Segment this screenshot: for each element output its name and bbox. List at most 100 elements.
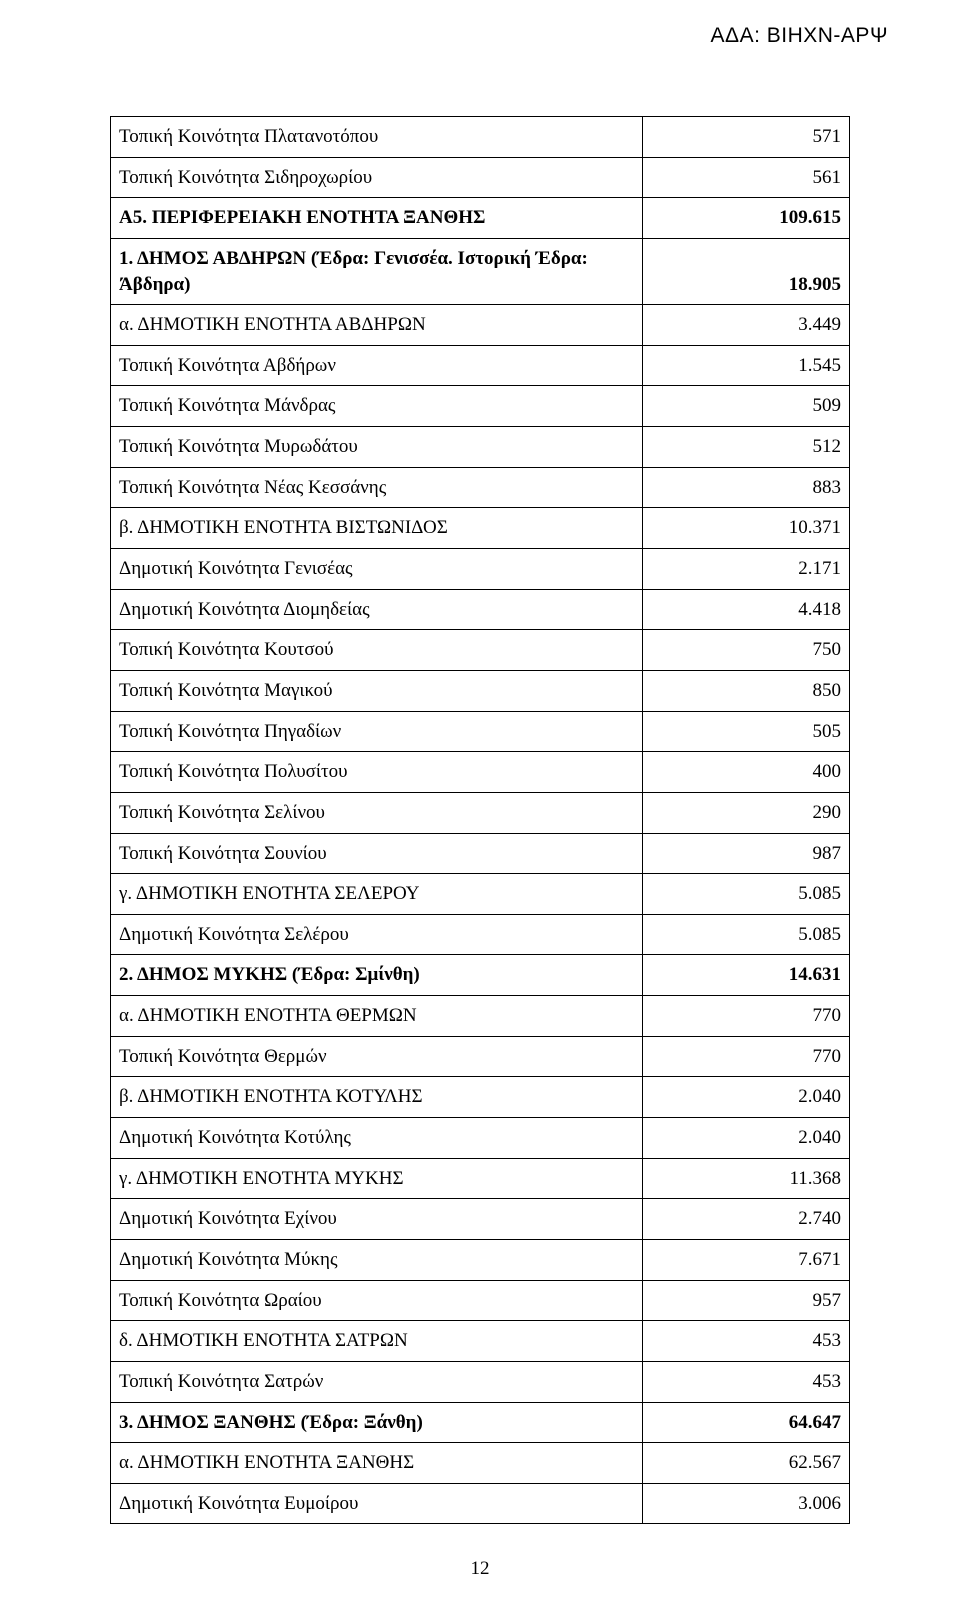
table-row: α. ΔΗΜΟΤΙΚΗ ΕΝΟΤΗΤΑ ΘΕΡΜΩΝ770	[111, 996, 850, 1037]
row-value: 770	[643, 996, 850, 1037]
row-label: Τοπική Κοινότητα Πηγαδίων	[111, 711, 643, 752]
table-row: Τοπική Κοινότητα Μαγικού850	[111, 670, 850, 711]
table-row: Δημοτική Κοινότητα Εχίνου2.740	[111, 1199, 850, 1240]
row-value: 1.545	[643, 345, 850, 386]
population-table: Τοπική Κοινότητα Πλατανοτόπου571Τοπική Κ…	[110, 116, 850, 1524]
row-label: Τοπική Κοινότητα Σιδηροχωρίου	[111, 157, 643, 198]
row-value: 505	[643, 711, 850, 752]
table-row: Τοπική Κοινότητα Σατρών453	[111, 1361, 850, 1402]
table-row: Τοπική Κοινότητα Μάνδρας509	[111, 386, 850, 427]
table-row: Δημοτική Κοινότητα Σελέρου5.085	[111, 914, 850, 955]
table-row: Τοπική Κοινότητα Πηγαδίων505	[111, 711, 850, 752]
row-label: Τοπική Κοινότητα Ωραίου	[111, 1280, 643, 1321]
row-value: 18.905	[643, 238, 850, 304]
row-label: β. ΔΗΜΟΤΙΚΗ ΕΝΟΤΗΤΑ ΒΙΣΤΩΝΙΔΟΣ	[111, 508, 643, 549]
row-label: Δημοτική Κοινότητα Εχίνου	[111, 1199, 643, 1240]
row-label: δ. ΔΗΜΟΤΙΚΗ ΕΝΟΤΗΤΑ ΣΑΤΡΩΝ	[111, 1321, 643, 1362]
table-row: δ. ΔΗΜΟΤΙΚΗ ΕΝΟΤΗΤΑ ΣΑΤΡΩΝ453	[111, 1321, 850, 1362]
row-value: 7.671	[643, 1239, 850, 1280]
row-value: 850	[643, 670, 850, 711]
table-row: Τοπική Κοινότητα Μυρωδάτου512	[111, 427, 850, 468]
table-row: 1. ΔΗΜΟΣ ΑΒΔΗΡΩΝ (Έδρα: Γενισσέα. Ιστορι…	[111, 238, 850, 304]
table-row: Δημοτική Κοινότητα Ευμοίρου3.006	[111, 1483, 850, 1524]
row-value: 750	[643, 630, 850, 671]
row-value: 290	[643, 792, 850, 833]
row-value: 3.006	[643, 1483, 850, 1524]
row-label: Δημοτική Κοινότητα Κοτύλης	[111, 1118, 643, 1159]
row-value: 987	[643, 833, 850, 874]
document-page: ΑΔΑ: ΒΙΗΧΝ-ΑΡΨ Τοπική Κοινότητα Πλατανοτ…	[0, 0, 960, 1620]
row-label: Τοπική Κοινότητα Θερμών	[111, 1036, 643, 1077]
row-value: 2.040	[643, 1077, 850, 1118]
row-label: Δημοτική Κοινότητα Γενισέας	[111, 549, 643, 590]
table-row: β. ΔΗΜΟΤΙΚΗ ΕΝΟΤΗΤΑ ΒΙΣΤΩΝΙΔΟΣ10.371	[111, 508, 850, 549]
row-value: 957	[643, 1280, 850, 1321]
table-row: α. ΔΗΜΟΤΙΚΗ ΕΝΟΤΗΤΑ ΑΒΔΗΡΩΝ3.449	[111, 305, 850, 346]
row-label: Τοπική Κοινότητα Πλατανοτόπου	[111, 117, 643, 158]
row-label: α. ΔΗΜΟΤΙΚΗ ΕΝΟΤΗΤΑ ΘΕΡΜΩΝ	[111, 996, 643, 1037]
row-value: 2.740	[643, 1199, 850, 1240]
table-row: Τοπική Κοινότητα Σελίνου290	[111, 792, 850, 833]
row-label: Τοπική Κοινότητα Πολυσίτου	[111, 752, 643, 793]
table-row: Τοπική Κοινότητα Σιδηροχωρίου561	[111, 157, 850, 198]
row-label: Τοπική Κοινότητα Σατρών	[111, 1361, 643, 1402]
row-label: Α5. ΠΕΡΙΦΕΡΕΙΑΚΗ ΕΝΟΤΗΤΑ ΞΑΝΘΗΣ	[111, 198, 643, 239]
page-number: 12	[110, 1558, 850, 1580]
table-row: Τοπική Κοινότητα Πλατανοτόπου571	[111, 117, 850, 158]
row-value: 62.567	[643, 1443, 850, 1484]
row-value: 11.368	[643, 1158, 850, 1199]
table-row: γ. ΔΗΜΟΤΙΚΗ ΕΝΟΤΗΤΑ ΜΥΚΗΣ11.368	[111, 1158, 850, 1199]
row-value: 5.085	[643, 914, 850, 955]
row-label: 2. ΔΗΜΟΣ ΜΥΚΗΣ (Έδρα: Σμίνθη)	[111, 955, 643, 996]
row-label: Τοπική Κοινότητα Κουτσού	[111, 630, 643, 671]
row-label: Τοπική Κοινότητα Μαγικού	[111, 670, 643, 711]
row-value: 453	[643, 1361, 850, 1402]
table-row: 3. ΔΗΜΟΣ ΞΑΝΘΗΣ (Έδρα: Ξάνθη)64.647	[111, 1402, 850, 1443]
table-row: Δημοτική Κοινότητα Μύκης7.671	[111, 1239, 850, 1280]
table-row: Δημοτική Κοινότητα Διομηδείας4.418	[111, 589, 850, 630]
row-label: Τοπική Κοινότητα Αβδήρων	[111, 345, 643, 386]
row-label: 1. ΔΗΜΟΣ ΑΒΔΗΡΩΝ (Έδρα: Γενισσέα. Ιστορι…	[111, 238, 643, 304]
table-row: Δημοτική Κοινότητα Κοτύλης2.040	[111, 1118, 850, 1159]
row-value: 400	[643, 752, 850, 793]
row-label: Τοπική Κοινότητα Μάνδρας	[111, 386, 643, 427]
table-row: α. ΔΗΜΟΤΙΚΗ ΕΝΟΤΗΤΑ ΞΑΝΘΗΣ62.567	[111, 1443, 850, 1484]
row-label: Τοπική Κοινότητα Σουνίου	[111, 833, 643, 874]
row-value: 2.171	[643, 549, 850, 590]
row-value: 64.647	[643, 1402, 850, 1443]
row-value: 14.631	[643, 955, 850, 996]
row-label: α. ΔΗΜΟΤΙΚΗ ΕΝΟΤΗΤΑ ΞΑΝΘΗΣ	[111, 1443, 643, 1484]
row-value: 10.371	[643, 508, 850, 549]
header-code: ΑΔΑ: ΒΙΗΧΝ-ΑΡΨ	[711, 24, 888, 48]
table-row: Τοπική Κοινότητα Ωραίου957	[111, 1280, 850, 1321]
row-label: Τοπική Κοινότητα Μυρωδάτου	[111, 427, 643, 468]
row-label: 3. ΔΗΜΟΣ ΞΑΝΘΗΣ (Έδρα: Ξάνθη)	[111, 1402, 643, 1443]
table-row: Τοπική Κοινότητα Θερμών770	[111, 1036, 850, 1077]
row-label: Δημοτική Κοινότητα Διομηδείας	[111, 589, 643, 630]
row-value: 5.085	[643, 874, 850, 915]
row-label: β. ΔΗΜΟΤΙΚΗ ΕΝΟΤΗΤΑ ΚΟΤΥΛΗΣ	[111, 1077, 643, 1118]
table-row: Τοπική Κοινότητα Πολυσίτου400	[111, 752, 850, 793]
table-row: γ. ΔΗΜΟΤΙΚΗ ΕΝΟΤΗΤΑ ΣΕΛΕΡΟΥ5.085	[111, 874, 850, 915]
row-label: γ. ΔΗΜΟΤΙΚΗ ΕΝΟΤΗΤΑ ΣΕΛΕΡΟΥ	[111, 874, 643, 915]
row-label: Τοπική Κοινότητα Νέας Κεσσάνης	[111, 467, 643, 508]
row-label: γ. ΔΗΜΟΤΙΚΗ ΕΝΟΤΗΤΑ ΜΥΚΗΣ	[111, 1158, 643, 1199]
row-label: Δημοτική Κοινότητα Σελέρου	[111, 914, 643, 955]
table-row: Δημοτική Κοινότητα Γενισέας2.171	[111, 549, 850, 590]
table-row: Α5. ΠΕΡΙΦΕΡΕΙΑΚΗ ΕΝΟΤΗΤΑ ΞΑΝΘΗΣ109.615	[111, 198, 850, 239]
row-value: 2.040	[643, 1118, 850, 1159]
table-row: β. ΔΗΜΟΤΙΚΗ ΕΝΟΤΗΤΑ ΚΟΤΥΛΗΣ2.040	[111, 1077, 850, 1118]
row-label: Δημοτική Κοινότητα Μύκης	[111, 1239, 643, 1280]
row-value: 770	[643, 1036, 850, 1077]
row-value: 883	[643, 467, 850, 508]
row-label: Τοπική Κοινότητα Σελίνου	[111, 792, 643, 833]
table-row: Τοπική Κοινότητα Αβδήρων1.545	[111, 345, 850, 386]
row-value: 571	[643, 117, 850, 158]
table-row: Τοπική Κοινότητα Κουτσού750	[111, 630, 850, 671]
row-value: 109.615	[643, 198, 850, 239]
table-row: 2. ΔΗΜΟΣ ΜΥΚΗΣ (Έδρα: Σμίνθη)14.631	[111, 955, 850, 996]
row-value: 561	[643, 157, 850, 198]
table-row: Τοπική Κοινότητα Σουνίου987	[111, 833, 850, 874]
row-value: 3.449	[643, 305, 850, 346]
row-value: 509	[643, 386, 850, 427]
